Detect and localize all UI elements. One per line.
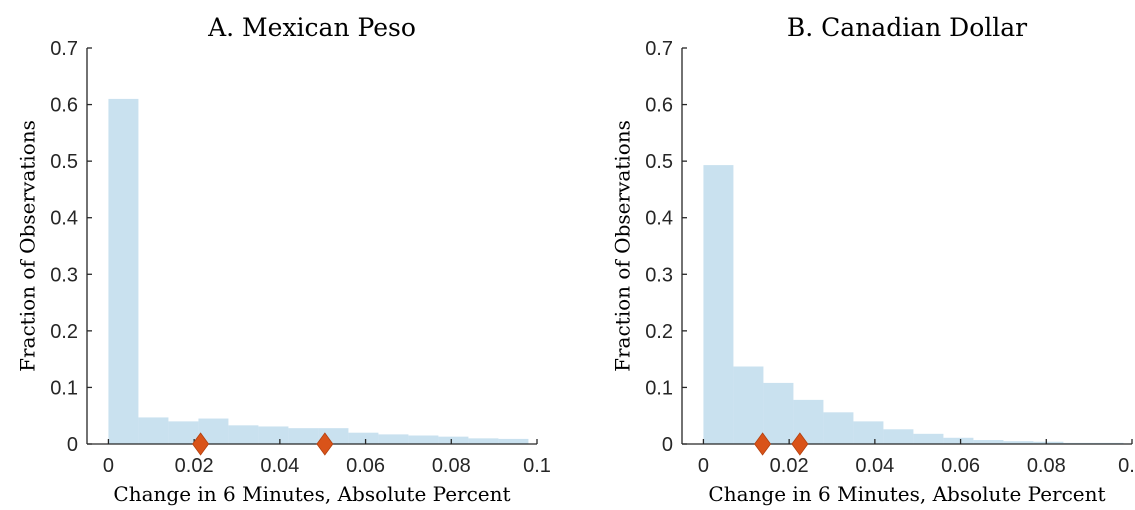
y-tick-label: 0.4 (50, 208, 78, 230)
markers (192, 432, 334, 456)
y-tick-label: 0 (662, 434, 673, 456)
histogram-bars (703, 165, 1132, 445)
x-tick-label: 0.04 (260, 455, 299, 477)
y-tick-label: 0.3 (50, 264, 78, 286)
markers (754, 432, 809, 456)
histogram-bar (378, 434, 409, 444)
y-axis-label: Fraction of Observations (611, 120, 635, 372)
histogram-bar (138, 417, 169, 444)
axes (86, 48, 537, 445)
histogram-bar (438, 436, 469, 444)
histogram-bar (1033, 441, 1064, 444)
x-tick-label: 0 (698, 455, 709, 477)
y-tick-label: 0.6 (645, 95, 673, 117)
histogram-bar (168, 421, 199, 444)
y-tick-label: 0.7 (645, 38, 673, 60)
x-tick-label: 0.08 (432, 455, 471, 477)
y-tick-label: 0.5 (50, 151, 78, 173)
y-tick-label: 0.3 (645, 264, 673, 286)
y-tick-label: 0 (67, 434, 78, 456)
x-ticks: 0 0.02 0.04 0.06 0.08 0.1 (698, 439, 1135, 477)
histogram-bar (258, 426, 289, 444)
x-tick-label: 0 (103, 455, 114, 477)
y-tick-label: 0.4 (645, 208, 673, 230)
histogram-bar (288, 428, 319, 444)
y-tick-label: 0.2 (645, 321, 673, 343)
histogram-bar (108, 98, 139, 445)
histogram-bar (763, 382, 794, 444)
histogram-bar (913, 433, 944, 444)
histogram-bar (853, 421, 884, 444)
x-axis-label: Change in 6 Minutes, Absolute Percent (708, 482, 1105, 506)
y-ticks: 0 0.1 0.2 0.3 0.4 0.5 0.6 0.7 (645, 38, 687, 456)
y-tick-label: 0.1 (50, 377, 78, 399)
panel-mexican-peso: A. Mexican Peso Change in 6 Minutes, Abs… (16, 13, 551, 506)
y-tick-label: 0.7 (50, 38, 78, 60)
diamond-marker (791, 432, 809, 456)
histogram-bar (1003, 441, 1034, 444)
histogram-bar (733, 366, 764, 444)
histogram-bar (943, 437, 974, 444)
x-tick-label: 0.06 (941, 455, 980, 477)
histogram-bar (883, 429, 914, 444)
histogram-bar (228, 425, 259, 444)
x-tick-label: 0.1 (1118, 455, 1135, 477)
histogram-bar (973, 440, 1004, 444)
x-tick-label: 0.1 (523, 455, 551, 477)
x-tick-label: 0.02 (770, 455, 809, 477)
x-tick-label: 0.08 (1027, 455, 1066, 477)
diamond-marker (192, 432, 210, 456)
y-tick-label: 0.2 (50, 321, 78, 343)
panel-canadian-dollar: B. Canadian Dollar Change in 6 Minutes, … (611, 13, 1135, 506)
x-axis-label: Change in 6 Minutes, Absolute Percent (113, 482, 510, 506)
histogram-bar (498, 438, 529, 444)
chart-title: A. Mexican Peso (207, 13, 416, 42)
x-tick-label: 0.06 (346, 455, 385, 477)
x-tick-label: 0.02 (175, 455, 214, 477)
histogram-bar (703, 165, 734, 445)
histogram-bar (823, 412, 854, 444)
y-tick-label: 0.1 (645, 377, 673, 399)
histogram-bar (468, 438, 499, 444)
x-tick-label: 0.04 (855, 455, 894, 477)
diamond-marker (316, 432, 334, 456)
histogram-bars (108, 98, 529, 445)
y-tick-label: 0.5 (645, 151, 673, 173)
diamond-marker (754, 432, 772, 456)
y-ticks: 0 0.1 0.2 0.3 0.4 0.5 0.6 0.7 (50, 38, 92, 456)
histogram-bar (408, 435, 439, 444)
y-axis-label: Fraction of Observations (16, 120, 40, 372)
chart-title: B. Canadian Dollar (787, 13, 1027, 42)
histogram-bar (348, 432, 379, 444)
x-ticks: 0 0.02 0.04 0.06 0.08 0.1 (103, 439, 551, 477)
y-tick-label: 0.6 (50, 95, 78, 117)
